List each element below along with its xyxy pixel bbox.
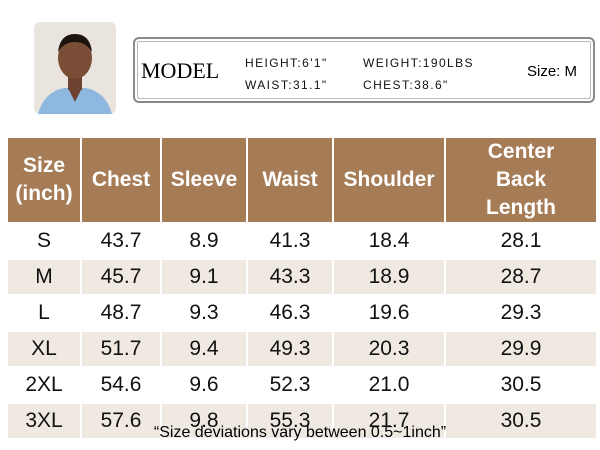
table-cell: 28.1: [444, 222, 598, 260]
table-cell: 9.8: [160, 402, 248, 440]
model-info-box: MODEL HEIGHT:6'1" WEIGHT:190LBS WAIST:31…: [133, 37, 595, 103]
table-cell: 30.5: [444, 402, 598, 440]
table-cell: 52.3: [246, 366, 334, 404]
table-row: 3XL 57.6 9.8 55.3 21.7 30.5: [6, 402, 598, 440]
table-cell: 18.4: [332, 222, 446, 260]
table-row: M 45.7 9.1 43.3 18.9 28.7: [6, 258, 598, 296]
table-cell: 9.6: [160, 366, 248, 404]
table-cell: 46.3: [246, 294, 334, 332]
table-cell: S: [6, 222, 82, 260]
table-cell: 43.7: [80, 222, 162, 260]
table-cell: 29.3: [444, 294, 598, 332]
table-cell: 41.3: [246, 222, 334, 260]
table-body: S 43.7 8.9 41.3 18.4 28.1 M 45.7 9.1 43.3 18.9 28.7…: [6, 222, 598, 440]
table-cell: 8.9: [160, 222, 248, 260]
table-cell: 30.5: [444, 366, 598, 404]
header-cell: Waist: [246, 136, 334, 224]
table-cell: 21.7: [332, 402, 446, 440]
table-cell: XL: [6, 330, 82, 368]
header-cell: Center Back Length: [444, 136, 598, 224]
size-table: Size (inch) Chest Sleeve Waist Shoulder Cente…: [6, 136, 598, 440]
table-cell: 57.6: [80, 402, 162, 440]
header-cell: Chest: [80, 136, 162, 224]
table-cell: L: [6, 294, 82, 332]
table-row: L 48.7 9.3 46.3 19.6 29.3: [6, 294, 598, 332]
table-cell: 2XL: [6, 366, 82, 404]
header-cell: Sleeve: [160, 136, 248, 224]
model-height: HEIGHT:6'1": [245, 56, 328, 70]
header-cell: Size (inch): [6, 136, 82, 224]
table-cell: 9.4: [160, 330, 248, 368]
table-cell: 18.9: [332, 258, 446, 296]
table-cell: 48.7: [80, 294, 162, 332]
table-row: XL 51.7 9.4 49.3 20.3 29.9: [6, 330, 598, 368]
table-cell: 3XL: [6, 402, 82, 440]
header-row: Size (inch) Chest Sleeve Waist Shoulder Cente…: [6, 136, 598, 224]
table-cell: 51.7: [80, 330, 162, 368]
table-row: 2XL 54.6 9.6 52.3 21.0 30.5: [6, 366, 598, 404]
table-cell: 55.3: [246, 402, 334, 440]
table-cell: 21.0: [332, 366, 446, 404]
model-photo: [34, 22, 116, 114]
model-weight: WEIGHT:190LBS: [363, 56, 474, 70]
table-cell: M: [6, 258, 82, 296]
table-cell: 20.3: [332, 330, 446, 368]
table-cell: 19.6: [332, 294, 446, 332]
model-chest: CHEST:38.6": [363, 78, 449, 92]
header-cell: Shoulder: [332, 136, 446, 224]
table-cell: 45.7: [80, 258, 162, 296]
table-cell: 29.9: [444, 330, 598, 368]
note: “Size deviations vary between 0.5~1inch”: [153, 424, 447, 441]
model-waist: WAIST:31.1": [245, 78, 328, 92]
table-cell: 9.3: [160, 294, 248, 332]
model-size: Size: M: [526, 63, 577, 80]
table-cell: 9.1: [160, 258, 248, 296]
table-cell: 28.7: [444, 258, 598, 296]
table-row: S 43.7 8.9 41.3 18.4 28.1: [6, 222, 598, 260]
table-cell: 43.3: [246, 258, 334, 296]
table-cell: 54.6: [80, 366, 162, 404]
model-label: MODEL: [141, 58, 220, 83]
table-cell: 49.3: [246, 330, 334, 368]
